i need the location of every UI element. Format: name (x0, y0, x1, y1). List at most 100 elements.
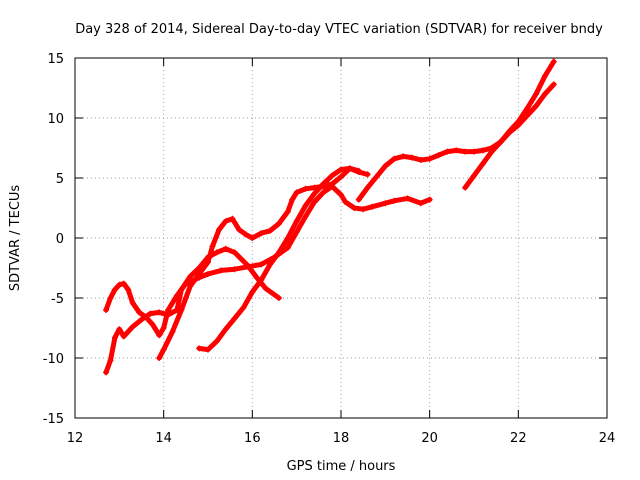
data-point (147, 310, 154, 317)
series-track-1 (103, 245, 282, 376)
data-point (205, 259, 211, 265)
data-point (240, 304, 247, 311)
data-point (524, 105, 531, 112)
data-point (417, 157, 424, 163)
data-point (205, 271, 211, 277)
data-point (258, 261, 265, 268)
x-tick-label: 16 (244, 431, 261, 446)
data-point (182, 280, 189, 287)
data-point (142, 314, 149, 321)
data-point (149, 321, 156, 328)
data-point (426, 196, 433, 203)
data-series (103, 58, 557, 376)
x-tick-label: 12 (67, 431, 84, 446)
data-point (320, 189, 327, 196)
data-point (382, 200, 389, 207)
data-point (275, 295, 282, 301)
grid-lines (75, 58, 607, 418)
data-point (351, 205, 358, 211)
data-point (369, 203, 376, 210)
data-point (160, 325, 167, 331)
y-tick-label: -10 (43, 352, 64, 367)
data-point (338, 166, 344, 173)
data-point (169, 328, 176, 335)
data-point (156, 309, 163, 316)
data-point (462, 148, 469, 155)
y-axis-label: SDTVAR / TECUs (8, 185, 23, 292)
data-point (182, 295, 189, 301)
data-point (213, 338, 220, 345)
data-point (550, 58, 557, 65)
data-point (338, 173, 344, 180)
data-point (329, 181, 336, 187)
data-point (222, 218, 229, 225)
data-point (205, 346, 211, 353)
x-tick-label: 24 (599, 431, 616, 446)
x-tick-label: 14 (155, 431, 172, 446)
data-point (541, 91, 548, 97)
data-point (165, 307, 172, 313)
data-point (426, 155, 433, 162)
data-point (391, 197, 398, 204)
data-point (302, 185, 309, 192)
data-point (116, 326, 123, 333)
y-tick-label: 10 (47, 112, 64, 127)
data-point (488, 148, 495, 155)
data-point (242, 231, 249, 238)
data-point (216, 226, 223, 233)
data-point (293, 218, 300, 225)
data-point (156, 332, 163, 339)
data-point (311, 199, 318, 205)
data-point (435, 152, 442, 159)
data-point (187, 283, 194, 289)
data-point (515, 122, 522, 129)
data-point (342, 199, 349, 205)
series-track-3 (156, 165, 371, 361)
data-point (373, 173, 380, 180)
data-point (222, 245, 229, 252)
data-point (111, 334, 118, 341)
data-point (136, 309, 143, 316)
data-point (196, 345, 203, 352)
data-point (231, 315, 238, 322)
data-point (258, 230, 265, 237)
data-point (382, 163, 389, 169)
data-point (103, 369, 110, 376)
data-point (471, 172, 477, 179)
data-point (311, 190, 318, 197)
data-point (541, 73, 548, 79)
data-point (173, 292, 180, 299)
data-point (453, 147, 460, 154)
data-point (338, 191, 344, 198)
data-point (284, 235, 291, 241)
y-tick-label: -5 (51, 292, 64, 307)
data-point (408, 154, 415, 161)
data-point (196, 271, 203, 277)
x-tick-label: 20 (421, 431, 438, 446)
series-track-4 (196, 165, 362, 353)
data-point (253, 274, 260, 281)
data-point (249, 289, 256, 295)
data-point (302, 213, 309, 220)
data-point (160, 346, 167, 353)
data-point (320, 181, 327, 187)
data-point (302, 202, 309, 209)
x-tick-label: 18 (333, 431, 350, 446)
axis-ticks: 12 14 16 18 20 22 24 -15 -10 -5 0 5 10 15 (43, 52, 616, 446)
data-point (267, 227, 274, 234)
data-point (284, 208, 291, 215)
y-tick-label: 0 (56, 232, 64, 247)
series-track-5 (355, 58, 557, 203)
data-point (120, 280, 127, 287)
data-point (533, 103, 540, 109)
series-trace (103, 246, 282, 375)
data-point (107, 357, 114, 364)
data-point (107, 295, 114, 301)
data-point (355, 167, 362, 174)
data-point (103, 307, 110, 313)
data-point (550, 81, 557, 88)
data-point (471, 148, 477, 155)
data-point (462, 184, 469, 191)
